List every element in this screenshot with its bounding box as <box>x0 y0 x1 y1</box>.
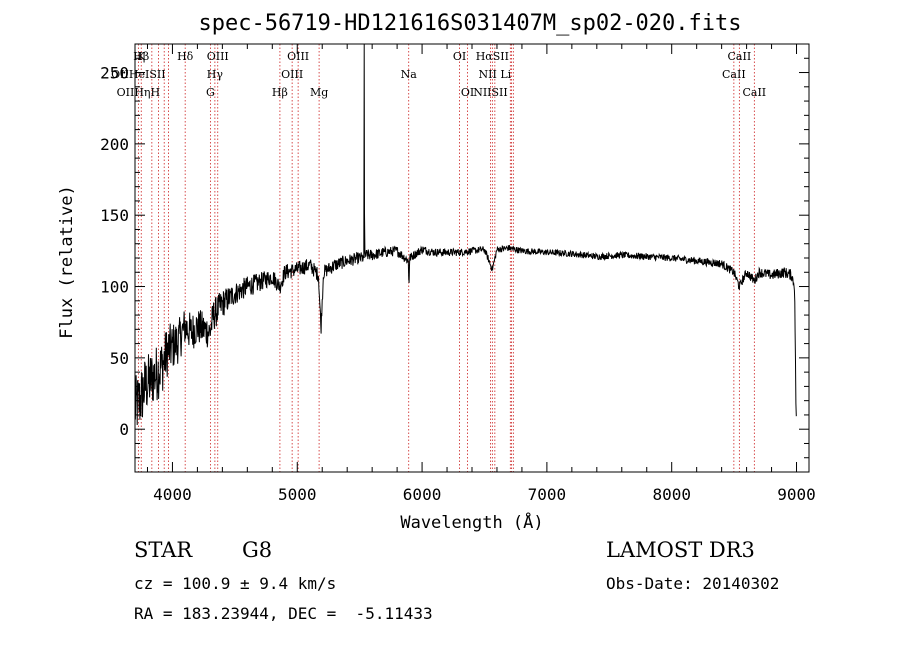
x-tick-label: 5000 <box>278 485 317 504</box>
spectral-line-label: OIII <box>207 50 229 63</box>
spectral-line-label: OIII <box>287 50 309 63</box>
y-tick-label: 200 <box>100 135 129 154</box>
sky-coordinates: RA = 183.23944, DEC = -5.11433 <box>134 604 433 623</box>
spectral-line-label: HαSII <box>476 50 509 63</box>
y-tick-label: 250 <box>100 64 129 83</box>
spectral-line-label: Hδ <box>177 50 194 63</box>
survey-release: LAMOST DR3 <box>606 538 755 562</box>
spectral-line-label: CaII <box>728 50 752 63</box>
plot-frame <box>134 43 810 473</box>
spectral-line-label: NIISII <box>473 86 508 99</box>
x-axis-label: Wavelength (Å) <box>400 511 543 533</box>
x-tick-label: 7000 <box>528 485 567 504</box>
y-tick-label: 100 <box>100 278 129 297</box>
object-type: STAR <box>134 538 193 562</box>
spectral-line-label: OIII <box>281 68 303 81</box>
spectral-line-label: OI <box>461 86 474 99</box>
spectral-line-label: G <box>206 86 215 99</box>
spectral-line-label: Na <box>401 68 418 81</box>
spectral-line-label: OI <box>453 50 466 63</box>
x-axis: 4000 5000 6000 7000 8000 9000 <box>146 44 816 504</box>
chart-title: spec-56719-HD121616S031407M_sp02-020.fit… <box>198 11 741 36</box>
spectral-line-label: K <box>137 50 146 63</box>
spectral-subclass: G8 <box>242 538 273 562</box>
y-tick-label: 0 <box>119 420 129 439</box>
spectral-line-label: OIIHeISII <box>111 68 165 81</box>
x-tick-label: 9000 <box>777 485 816 504</box>
spectral-line-label: CaII <box>722 68 746 81</box>
y-tick-label: 150 <box>100 206 129 225</box>
spectral-line-label: CaII <box>742 86 766 99</box>
spectral-line-label: OIIHηH <box>117 86 160 99</box>
spectral-line-label: NII Li <box>479 68 512 81</box>
observation-date: Obs-Date: 20140302 <box>606 574 780 593</box>
x-tick-label: 8000 <box>652 485 691 504</box>
y-tick-label: 50 <box>110 349 129 368</box>
x-tick-label: 4000 <box>153 485 192 504</box>
spectral-line-label: Hγ <box>207 68 224 81</box>
spectral-line-markers <box>137 44 755 472</box>
spectrum-series-line <box>134 43 797 426</box>
spectral-line-label: Hβ <box>133 50 149 63</box>
spectral-line-label: Mg <box>310 86 328 99</box>
y-axis-label: Flux (relative) <box>57 185 77 339</box>
spectral-line-label: Hβ <box>272 86 288 99</box>
y-axis: 0 50 100 150 200 250 <box>100 57 809 459</box>
redshift-velocity: cz = 100.9 ± 9.4 km/s <box>134 574 337 593</box>
x-tick-label: 6000 <box>403 485 442 504</box>
